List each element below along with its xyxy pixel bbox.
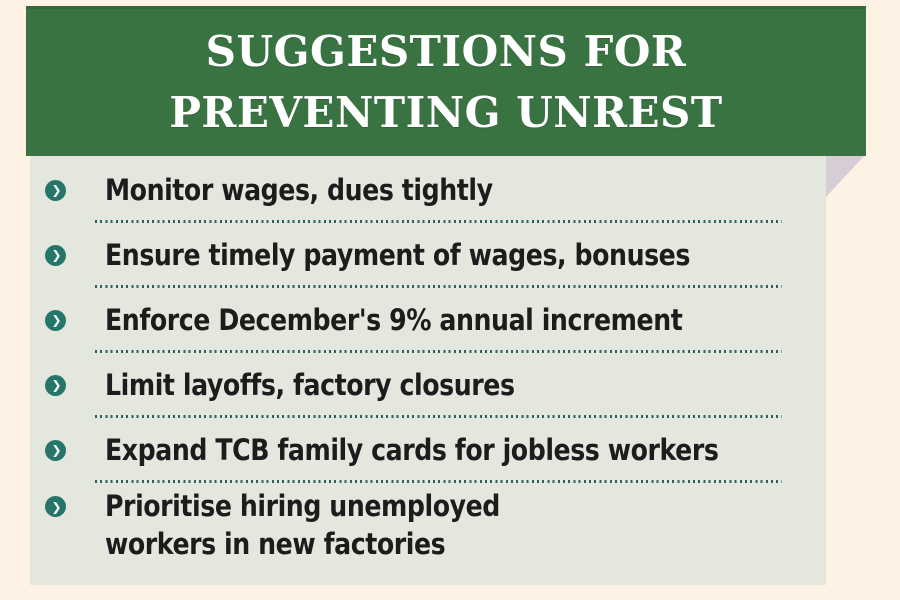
list-item-text: Prioritise hiring unemployed workers in … xyxy=(105,489,500,561)
dotted-separator xyxy=(95,285,782,288)
list-item-text: Enforce December's 9% annual increment xyxy=(105,303,683,337)
header-banner: SUGGESTIONS FOR PREVENTING UNREST xyxy=(26,6,866,156)
chevron-bullet-icon: ❯ xyxy=(45,496,66,517)
list-item: ❯ Limit layoffs, factory closures xyxy=(30,355,826,415)
chevron-glyph: ❯ xyxy=(51,313,62,327)
chevron-bullet-icon: ❯ xyxy=(45,179,66,201)
list-item: ❯ Ensure timely payment of wages, bonuse… xyxy=(30,225,826,285)
chevron-glyph: ❯ xyxy=(51,183,62,197)
chevron-glyph: ❯ xyxy=(51,248,62,262)
list-item: ❯ Monitor wages, dues tightly xyxy=(30,160,826,220)
chevron-glyph: ❯ xyxy=(51,378,62,392)
suggestions-panel: ❯ Monitor wages, dues tightly ❯ Ensure t… xyxy=(30,156,826,585)
page-title: SUGGESTIONS FOR PREVENTING UNREST xyxy=(169,22,722,142)
list-item: ❯ Prioritise hiring unemployed workers i… xyxy=(30,485,826,581)
folded-corner xyxy=(826,156,864,197)
list-item-text: Monitor wages, dues tightly xyxy=(105,173,493,207)
chevron-bullet-icon: ❯ xyxy=(45,244,66,266)
list-item-text: Ensure timely payment of wages, bonuses xyxy=(105,238,690,272)
title-line-2: PREVENTING UNREST xyxy=(169,87,723,137)
title-line-1: SUGGESTIONS FOR xyxy=(205,27,687,77)
chevron-glyph: ❯ xyxy=(51,499,62,514)
chevron-bullet-icon: ❯ xyxy=(45,309,66,331)
list-item: ❯ Enforce December's 9% annual increment xyxy=(30,290,826,350)
list-item-text: Limit layoffs, factory closures xyxy=(105,368,515,402)
dotted-separator xyxy=(95,415,782,418)
chevron-bullet-icon: ❯ xyxy=(45,374,66,396)
list-item: ❯ Expand TCB family cards for jobless wo… xyxy=(30,420,826,480)
dotted-separator xyxy=(95,480,782,483)
chevron-bullet-icon: ❯ xyxy=(45,439,66,461)
dotted-separator xyxy=(95,220,782,223)
suggestions-list: ❯ Monitor wages, dues tightly ❯ Ensure t… xyxy=(30,156,826,581)
chevron-glyph: ❯ xyxy=(51,443,62,457)
list-item-text: Expand TCB family cards for jobless work… xyxy=(105,433,719,467)
dotted-separator xyxy=(95,350,782,353)
